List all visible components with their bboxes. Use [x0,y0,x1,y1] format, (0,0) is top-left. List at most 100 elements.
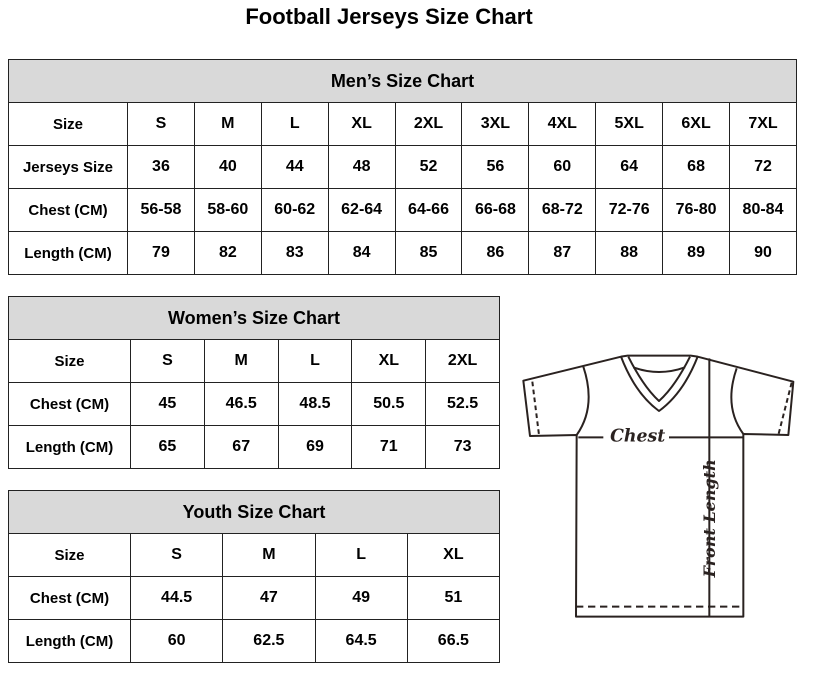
table-cell: 50.5 [351,382,427,426]
mens-size-table: Men’s Size Chart Size S M L XL 2XL 3XL 4XL 5XL 6XL… [8,59,797,275]
table-cell: 45 [130,382,205,426]
table-cell: 84 [327,231,396,275]
youth-table-heading: Youth Size Chart [8,490,500,534]
table-cell: 40 [193,145,262,189]
table-cell: 58-60 [193,188,262,232]
table-cell: L [314,533,408,577]
table-cell: 72 [729,145,797,189]
table-cell: 60 [528,145,597,189]
table-cell: 71 [351,425,427,469]
table-row: Size S M L XL 2XL [8,339,500,383]
row-label: Chest (CM) [8,188,128,232]
youth-size-table: Youth Size Chart Size S M L XL Chest (CM) 44.5 4… [8,490,501,663]
table-cell: 65 [130,425,205,469]
table-cell: S [129,533,224,577]
table-cell: 85 [394,231,463,275]
table-cell: 48.5 [277,382,353,426]
table-cell: 5XL [595,102,664,146]
table-cell: 44.5 [129,576,224,620]
table-cell: 44 [260,145,329,189]
table-cell: 4XL [528,102,597,146]
table-cell: XL [406,533,501,577]
row-label: Size [8,102,128,146]
table-cell: XL [351,339,427,383]
jersey-collar [620,356,699,412]
row-label: Jerseys Size [8,145,128,189]
table-row: Length (CM) 60 62.5 64.5 66.5 [8,619,501,663]
table-cell: S [130,339,205,383]
table-cell: 79 [127,231,195,275]
table-cell: 82 [193,231,262,275]
table-cell: 90 [729,231,797,275]
table-row: Size S M L XL [8,533,501,577]
table-cell: 89 [662,231,731,275]
table-cell: 51 [406,576,501,620]
table-row: Jerseys Size 36 40 44 48 52 56 60 64 68 72 [8,145,797,189]
table-cell: 83 [260,231,329,275]
table-cell: 56 [461,145,530,189]
chest-label: Chest [610,427,665,447]
right-sleeve-seam [730,368,745,435]
table-cell: L [277,339,353,383]
table-cell: M [193,102,262,146]
table-cell: 52 [394,145,463,189]
womens-size-table: Women’s Size Chart Size S M L XL 2XL Chest (CM)… [8,296,500,469]
table-cell: 48 [327,145,396,189]
row-label: Size [8,533,131,577]
row-label: Chest (CM) [8,382,131,426]
table-cell: 86 [461,231,530,275]
table-row: Chest (CM) 44.5 47 49 51 [8,576,501,620]
table-cell: XL [327,102,396,146]
table-row: Length (CM) 65 67 69 71 73 [8,425,500,469]
table-cell: 62-64 [327,188,396,232]
row-label: Length (CM) [8,425,131,469]
table-cell: 87 [528,231,597,275]
table-cell: 7XL [729,102,797,146]
table-cell: 60-62 [260,188,329,232]
table-cell: 56-58 [127,188,195,232]
table-cell: L [260,102,329,146]
row-label: Length (CM) [8,619,131,663]
front-length-label: Front Length [700,459,719,578]
table-cell: 66.5 [406,619,501,663]
table-cell: M [222,533,316,577]
table-cell: 3XL [461,102,530,146]
table-cell: S [127,102,195,146]
table-cell: 2XL [394,102,463,146]
table-cell: 36 [127,145,195,189]
table-cell: 69 [277,425,353,469]
page-title: Football Jerseys Size Chart [245,4,533,29]
table-cell: 68 [662,145,731,189]
table-cell: 60 [129,619,224,663]
table-cell: 64 [595,145,664,189]
table-cell: 62.5 [222,619,316,663]
table-row: Length (CM) 79 82 83 84 85 86 87 88 89 90 [8,231,797,275]
jersey-outline [522,354,795,618]
table-cell: 76-80 [662,188,731,232]
table-cell: M [203,339,279,383]
women-table-heading: Women’s Size Chart [8,296,500,340]
table-cell: 6XL [662,102,731,146]
table-cell: 64.5 [314,619,408,663]
table-cell: 2XL [425,339,500,383]
table-cell: 47 [222,576,316,620]
table-cell: 68-72 [528,188,597,232]
table-cell: 72-76 [595,188,664,232]
table-row: Chest (CM) 56-58 58-60 60-62 62-64 64-66 66-68… [8,188,797,232]
table-cell: 80-84 [729,188,797,232]
table-cell: 52.5 [425,382,500,426]
row-label: Size [8,339,131,383]
row-label: Length (CM) [8,231,128,275]
table-row: Chest (CM) 45 46.5 48.5 50.5 52.5 [8,382,500,426]
table-cell: 66-68 [461,188,530,232]
row-label: Chest (CM) [8,576,131,620]
table-cell: 73 [425,425,500,469]
table-row: Size S M L XL 2XL 3XL 4XL 5XL 6XL 7XL [8,102,797,146]
left-sleeve-seam [575,366,590,436]
jersey-diagram: Chest Front Length [522,354,795,618]
table-cell: 88 [595,231,664,275]
table-cell: 49 [314,576,408,620]
table-cell: 64-66 [394,188,463,232]
men-table-heading: Men’s Size Chart [8,59,797,103]
table-cell: 67 [203,425,279,469]
